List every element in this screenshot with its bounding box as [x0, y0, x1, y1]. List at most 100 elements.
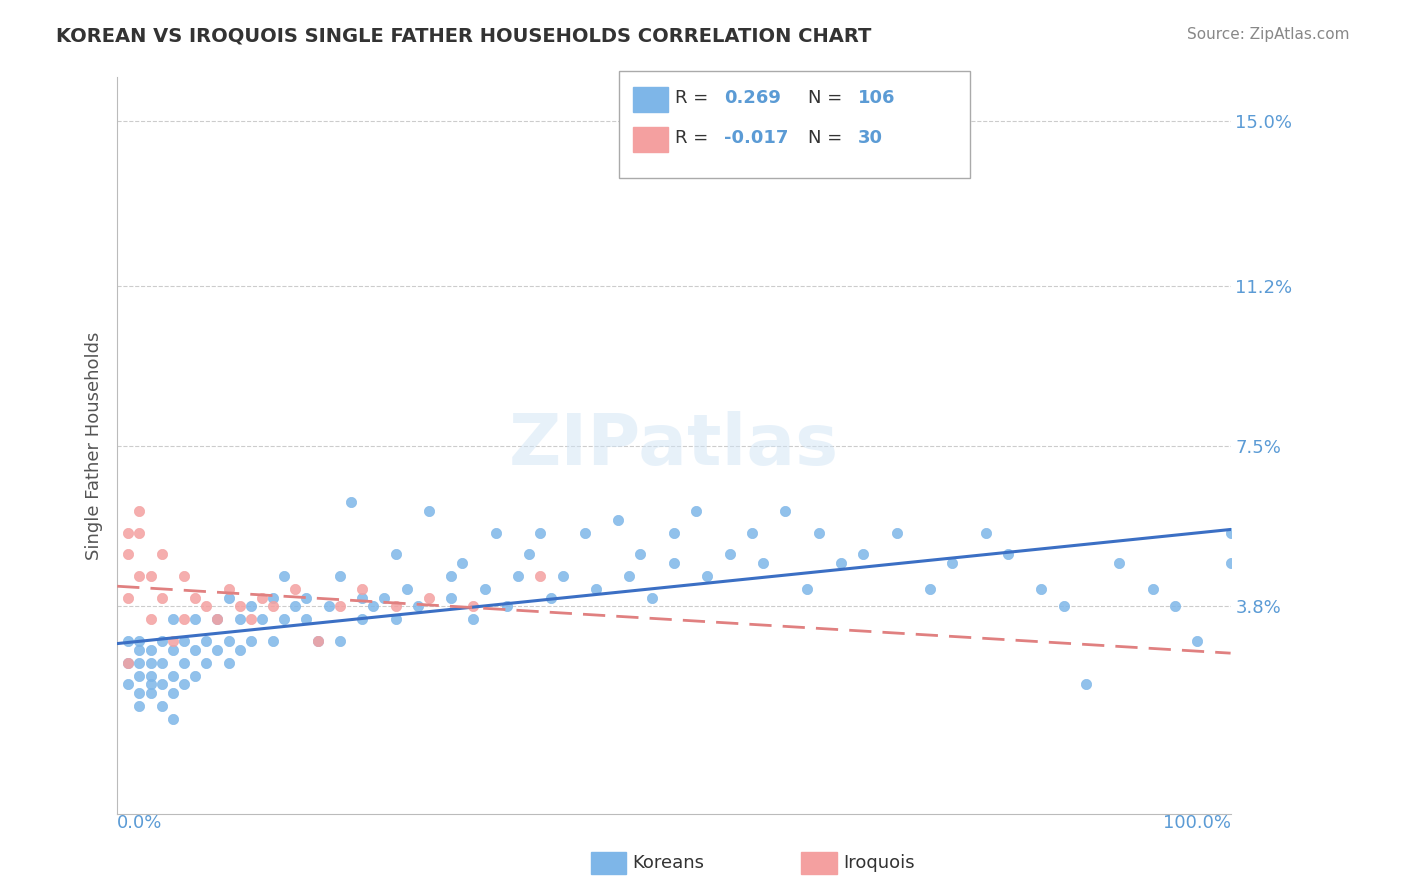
- Point: [384, 599, 406, 614]
- Point: [117, 525, 139, 540]
- Point: [340, 495, 363, 509]
- Point: [830, 556, 852, 570]
- Text: Source: ZipAtlas.com: Source: ZipAtlas.com: [1187, 27, 1350, 42]
- Point: [239, 599, 262, 614]
- Point: [741, 525, 763, 540]
- Point: [228, 642, 250, 657]
- Point: [1219, 525, 1241, 540]
- Point: [139, 612, 162, 626]
- Point: [585, 582, 607, 596]
- Point: [150, 547, 173, 561]
- Point: [228, 612, 250, 626]
- Point: [696, 569, 718, 583]
- Point: [139, 642, 162, 657]
- Point: [295, 612, 318, 626]
- Point: [284, 599, 307, 614]
- Point: [250, 591, 273, 605]
- Point: [139, 668, 162, 682]
- Point: [640, 591, 662, 605]
- Point: [662, 525, 685, 540]
- Point: [150, 677, 173, 691]
- Text: KOREAN VS IROQUOIS SINGLE FATHER HOUSEHOLDS CORRELATION CHART: KOREAN VS IROQUOIS SINGLE FATHER HOUSEHO…: [56, 27, 872, 45]
- Point: [406, 599, 429, 614]
- Point: [451, 556, 474, 570]
- Point: [162, 686, 184, 700]
- Point: [630, 547, 652, 561]
- Text: 30: 30: [858, 129, 883, 147]
- Point: [184, 668, 207, 682]
- Text: N =: N =: [808, 129, 842, 147]
- Point: [485, 525, 508, 540]
- Point: [619, 569, 641, 583]
- Text: 0.269: 0.269: [724, 89, 780, 107]
- Point: [395, 582, 418, 596]
- Point: [173, 634, 195, 648]
- Point: [262, 591, 284, 605]
- Point: [250, 612, 273, 626]
- Text: 100.0%: 100.0%: [1163, 814, 1230, 832]
- Point: [318, 599, 340, 614]
- Point: [284, 582, 307, 596]
- Point: [228, 599, 250, 614]
- Point: [139, 569, 162, 583]
- Text: Iroquois: Iroquois: [844, 854, 915, 871]
- Point: [474, 582, 496, 596]
- Point: [150, 634, 173, 648]
- Point: [607, 513, 630, 527]
- Point: [373, 591, 395, 605]
- Point: [574, 525, 596, 540]
- Point: [195, 656, 218, 670]
- Point: [852, 547, 875, 561]
- Text: R =: R =: [675, 129, 709, 147]
- Point: [162, 642, 184, 657]
- Point: [162, 712, 184, 726]
- Point: [796, 582, 818, 596]
- Point: [239, 634, 262, 648]
- Point: [139, 656, 162, 670]
- Point: [551, 569, 574, 583]
- Point: [207, 642, 229, 657]
- Point: [506, 569, 529, 583]
- Point: [1219, 556, 1241, 570]
- Point: [262, 599, 284, 614]
- Point: [117, 656, 139, 670]
- Point: [173, 569, 195, 583]
- Point: [352, 591, 374, 605]
- Point: [218, 634, 240, 648]
- Point: [139, 677, 162, 691]
- Point: [218, 591, 240, 605]
- Point: [496, 599, 519, 614]
- Point: [685, 504, 707, 518]
- Point: [886, 525, 908, 540]
- Point: [173, 677, 195, 691]
- Point: [974, 525, 997, 540]
- Point: [384, 547, 406, 561]
- Point: [150, 699, 173, 714]
- Point: [117, 547, 139, 561]
- Point: [128, 634, 150, 648]
- Point: [128, 699, 150, 714]
- Point: [329, 569, 352, 583]
- Point: [662, 556, 685, 570]
- Point: [295, 591, 318, 605]
- Point: [150, 656, 173, 670]
- Point: [184, 642, 207, 657]
- Point: [162, 668, 184, 682]
- Point: [1108, 556, 1130, 570]
- Point: [128, 569, 150, 583]
- Point: [463, 612, 485, 626]
- Point: [752, 556, 775, 570]
- Point: [117, 591, 139, 605]
- Point: [517, 547, 540, 561]
- Text: N =: N =: [808, 89, 842, 107]
- Text: R =: R =: [675, 89, 709, 107]
- Point: [195, 634, 218, 648]
- Point: [218, 656, 240, 670]
- Point: [128, 656, 150, 670]
- Point: [173, 612, 195, 626]
- Text: Koreans: Koreans: [633, 854, 704, 871]
- Point: [718, 547, 741, 561]
- Point: [150, 591, 173, 605]
- Point: [207, 612, 229, 626]
- Text: 0.0%: 0.0%: [117, 814, 163, 832]
